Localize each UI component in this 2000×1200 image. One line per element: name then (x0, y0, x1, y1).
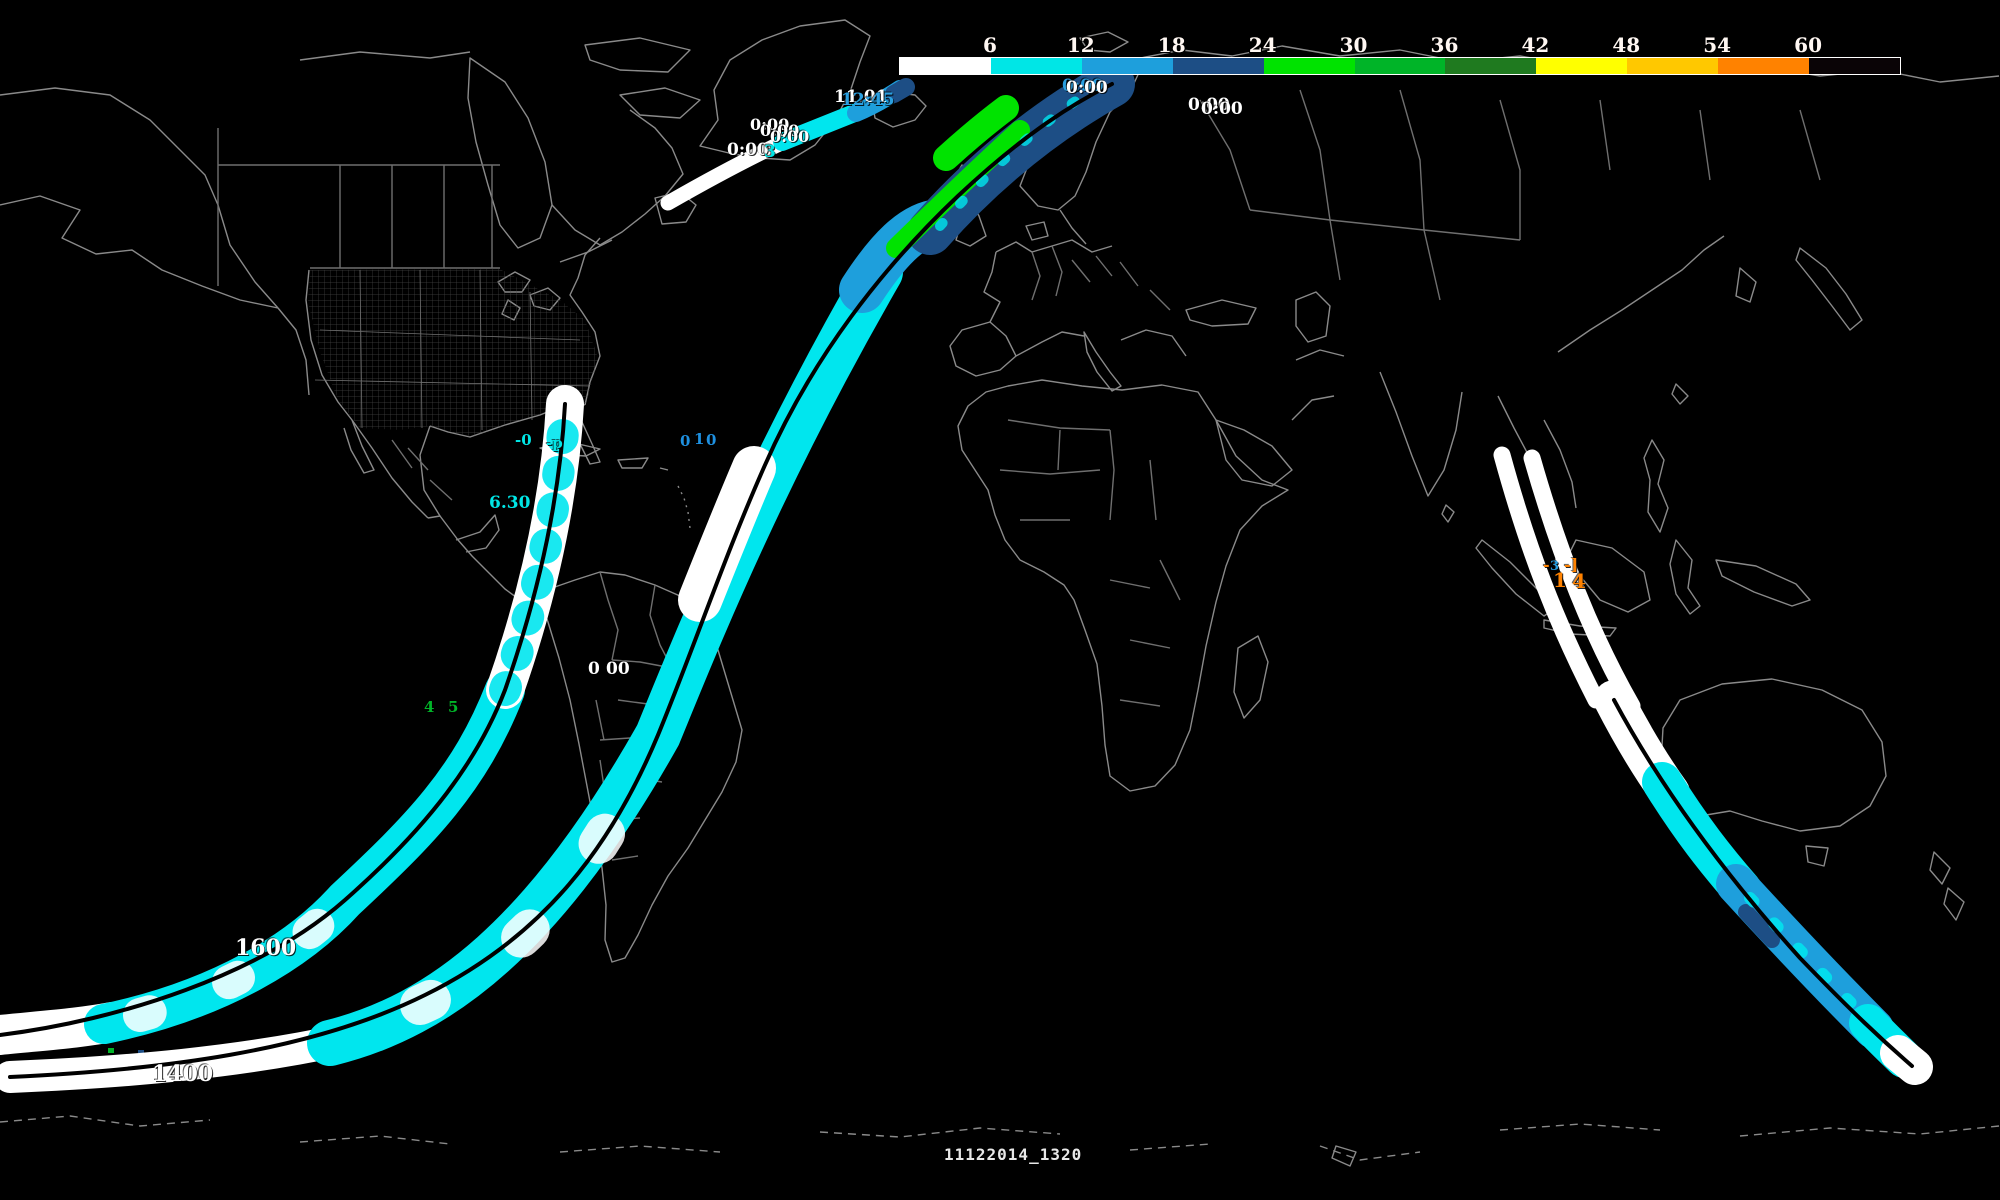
swath-pacific-to-norway (0, 61, 1135, 1093)
swath-time-label: 0 (680, 432, 691, 450)
colorbar-segment-7 (1536, 58, 1628, 74)
colorbar-tick-labels: 6 12 18 24 30 36 42 48 54 60 (899, 33, 1899, 57)
swath-time-label: 11:01 (834, 87, 888, 107)
swath-time-label: 0:00 (1062, 76, 1104, 96)
swath-time-label: 0 (706, 431, 717, 449)
colorbar-segment-5 (1354, 58, 1446, 74)
swath-time-label: 1400 (152, 1061, 214, 1087)
colorbar-segment-3 (1172, 58, 1264, 74)
swath-pacific-to-gulf (0, 385, 584, 1062)
swath-time-label: 1 (694, 430, 705, 448)
swath-time-label: 1 (1553, 568, 1567, 592)
swath-time-label: 0 (588, 659, 600, 679)
swath-time-label: -0 (515, 431, 532, 449)
colorbar-tick-18: 18 (1157, 33, 1186, 57)
swath-time-label: 3 (1550, 559, 1560, 574)
colorbar-tick-36: 36 (1430, 33, 1459, 57)
colorbar-segment-10 (1809, 58, 1900, 74)
timestamp-label: 11122014_1320 (944, 1145, 1083, 1164)
colorbar-tick-12: 12 (1066, 33, 1095, 57)
swath-time-label: 0:00 (760, 121, 800, 140)
colorbar-segment-9 (1718, 58, 1810, 74)
swath-time-label: -p (546, 434, 563, 452)
colorbar-segment-6 (1445, 58, 1537, 74)
colorbar-segment-1 (990, 58, 1082, 74)
swath-time-label: 12:45 (841, 90, 895, 110)
swath-time-label: 0:00 (1201, 99, 1243, 119)
colorbar-tick-48: 48 (1612, 33, 1641, 57)
swath-time-label: 4 (1572, 569, 1586, 593)
swath-time-label: - (1543, 555, 1550, 574)
swath-time-label: 0:00 (750, 115, 790, 134)
colorbar-segment-4 (1263, 58, 1355, 74)
swath-time-label: 0:00 (1188, 95, 1230, 115)
swath-time-label: 00 (606, 659, 630, 679)
swath-time-label: 0:00 (727, 140, 769, 160)
colorbar-tick-24: 24 (1248, 33, 1277, 57)
colorbar-tick-6: 6 (982, 33, 997, 57)
swath-time-label: 5 (448, 698, 459, 716)
swath-time-label: 3 (764, 142, 776, 162)
us-county-texture (308, 269, 598, 437)
swath-time-label: 1600 (235, 935, 297, 961)
colorbar (899, 57, 1901, 75)
swath-bengal-to-southern-ocean (1493, 446, 1933, 1085)
colorbar-tick-42: 42 (1521, 33, 1550, 57)
swath-time-label: -] (1564, 555, 1579, 574)
colorbar-tick-54: 54 (1703, 33, 1732, 57)
colorbar-segment-8 (1627, 58, 1719, 74)
colorbar-segment-0 (900, 58, 991, 74)
swath-time-label: 0:00 (770, 127, 810, 146)
swath-labrador-to-iceland (660, 78, 915, 211)
swath-time-label: 4 (424, 698, 435, 716)
swath-time-label: 0:00 (1066, 78, 1108, 98)
colorbar-tick-60: 60 (1794, 33, 1822, 57)
colorbar-segment-2 (1081, 58, 1173, 74)
colorbar-tick-30: 30 (1339, 33, 1368, 57)
swath-time-label: 6.30 (489, 493, 531, 513)
